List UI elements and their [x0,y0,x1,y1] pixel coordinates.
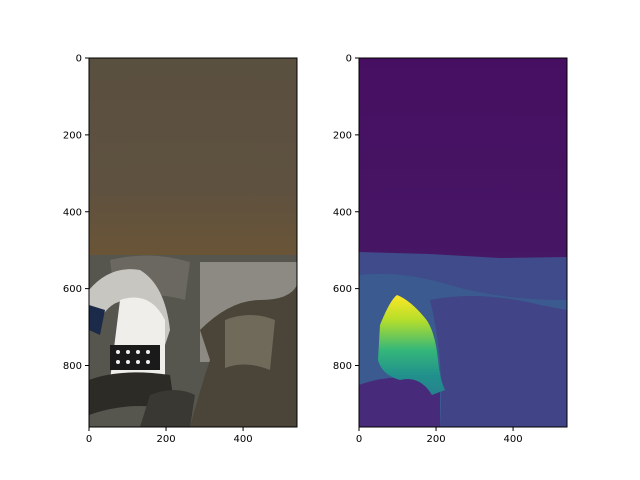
x-tick-label: 400 [234,434,253,445]
rgb-axes: 0 200 400 0 200 400 600 800 [63,54,253,446]
depth-axes: 0 200 400 0 200 400 600 800 [333,54,523,446]
y-tick-label: 0 [76,54,82,65]
y-tick-label: 600 [63,284,82,295]
y-tick-label: 200 [333,130,352,141]
x-tick-label: 200 [156,434,175,445]
y-tick-label: 600 [333,284,352,295]
depth-map-image [359,58,567,427]
x-tick-label: 0 [86,434,92,445]
x-tick-label: 200 [426,434,445,445]
x-tick-label: 400 [504,434,523,445]
y-tick-label: 400 [63,207,82,218]
plot-frame [88,57,298,428]
plot-frame [358,57,568,428]
rgb-image [89,58,297,427]
y-tick-label: 200 [63,130,82,141]
y-tick-label: 400 [333,207,352,218]
y-tick-label: 800 [63,361,82,372]
rgb-image-panel [88,57,298,428]
x-tick-label: 0 [356,434,362,445]
depth-map-panel [358,57,568,428]
y-tick-label: 0 [346,54,352,65]
y-tick-label: 800 [333,361,352,372]
